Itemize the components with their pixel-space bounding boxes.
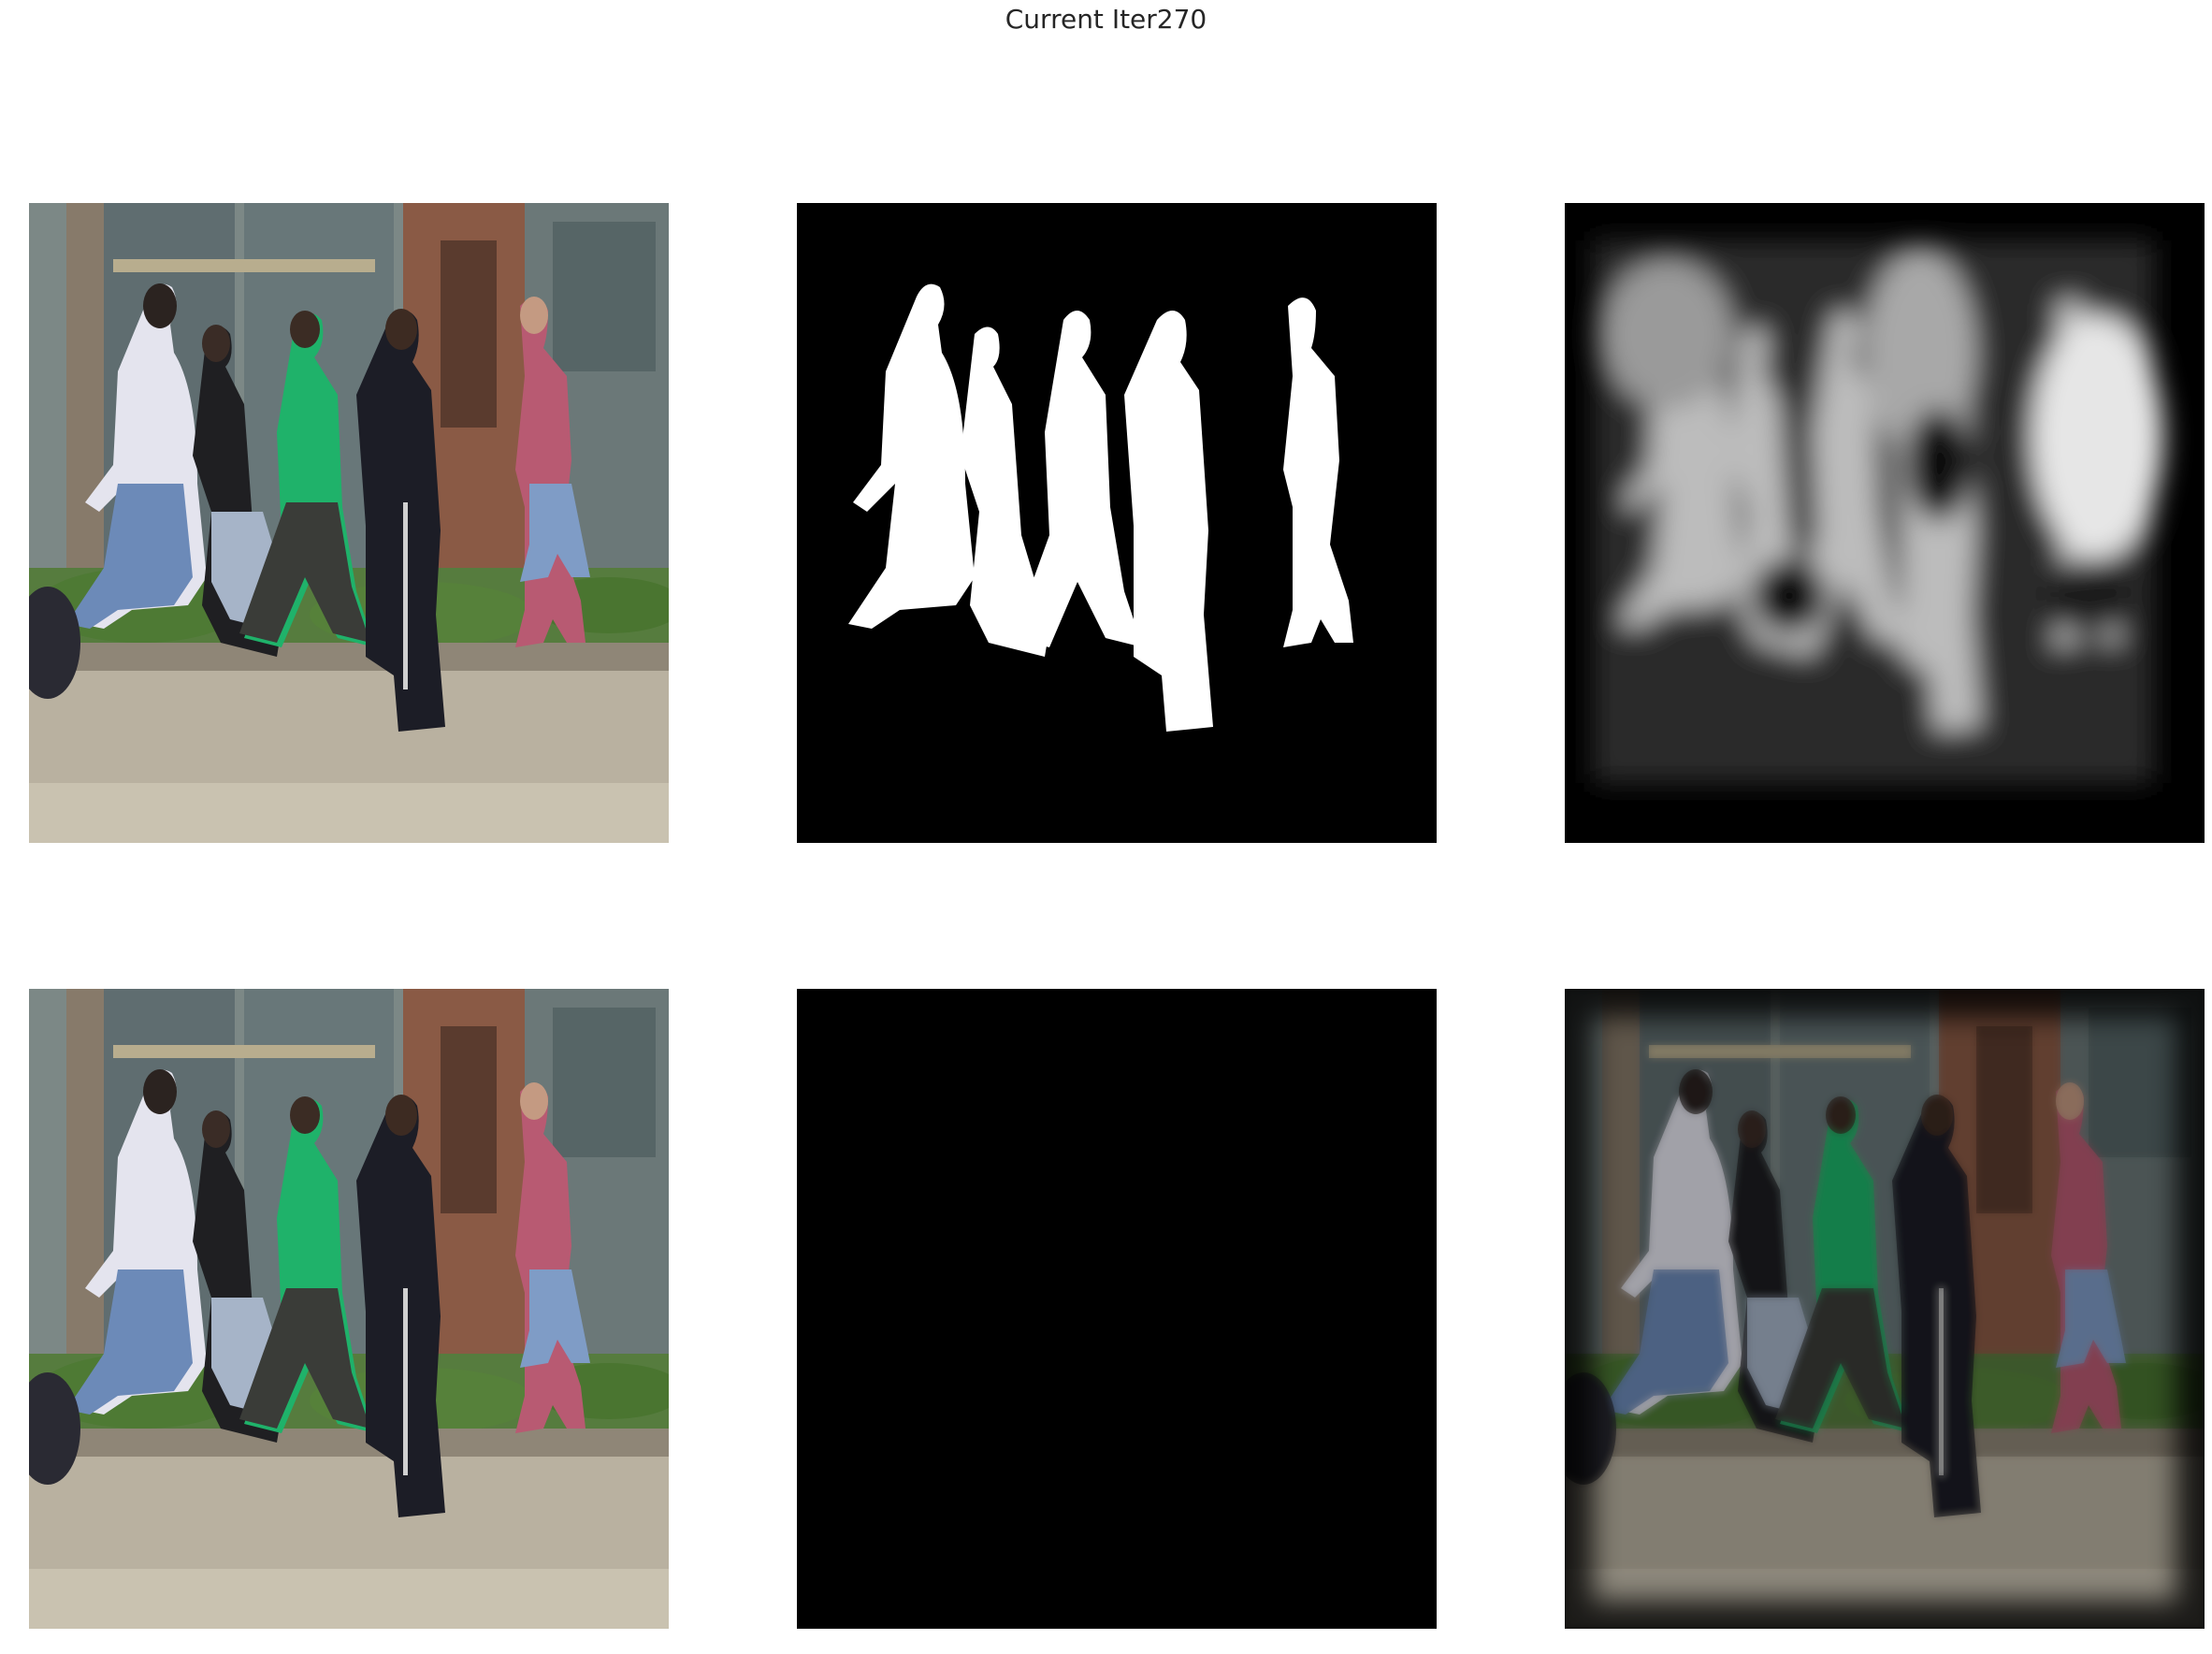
- predicted-mask-panel: [1565, 203, 2205, 843]
- input-image: [29, 989, 669, 1629]
- input-image: [29, 203, 669, 843]
- ground-truth-masked-image: [797, 989, 1437, 1629]
- figure-title: Current Iter270: [1005, 4, 1207, 35]
- predicted-mask: [1565, 203, 2205, 843]
- ground-truth-masked-image-panel: [797, 989, 1437, 1629]
- input-image-panel: [29, 203, 669, 843]
- predicted-masked-image-panel: [1565, 989, 2205, 1629]
- ground-truth-mask: [797, 203, 1437, 843]
- input-image-panel: [29, 989, 669, 1629]
- ground-truth-mask-panel: [797, 203, 1437, 843]
- predicted-masked-image: [1565, 989, 2205, 1629]
